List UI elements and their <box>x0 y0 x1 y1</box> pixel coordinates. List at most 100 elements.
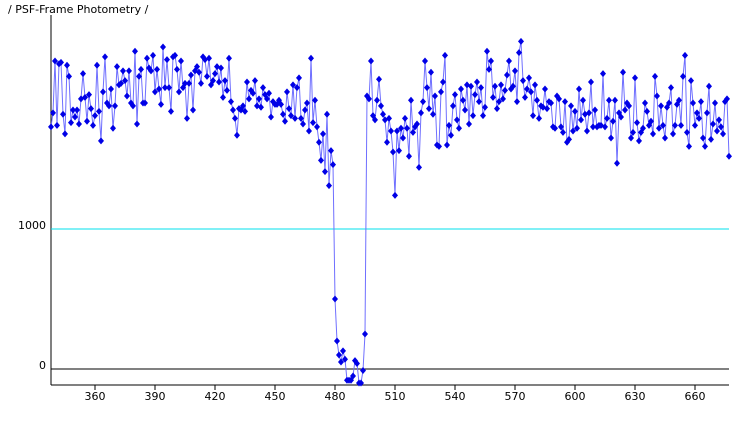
data-point <box>488 57 494 65</box>
data-point <box>416 163 422 171</box>
data-point <box>204 72 210 80</box>
data-point <box>98 137 104 145</box>
data-point <box>154 65 160 73</box>
data-point <box>630 128 636 136</box>
data-point <box>394 127 400 135</box>
data-point <box>628 134 634 142</box>
data-point <box>636 137 642 145</box>
data-point <box>82 93 88 101</box>
data-point <box>70 106 76 114</box>
data-point <box>494 105 500 113</box>
data-point <box>134 120 140 128</box>
data-point <box>428 68 434 76</box>
data-point <box>414 120 420 128</box>
data-point <box>438 88 444 96</box>
data-point <box>458 85 464 93</box>
data-point <box>684 128 690 136</box>
data-point <box>632 74 638 82</box>
data-point <box>492 82 498 90</box>
data-point <box>390 148 396 156</box>
data-point <box>250 89 256 97</box>
data-point <box>518 37 524 45</box>
data-point <box>130 102 136 110</box>
data-point <box>404 124 410 132</box>
data-point <box>156 85 162 93</box>
data-point <box>400 134 406 142</box>
data-point <box>526 74 532 82</box>
data-point <box>706 82 712 90</box>
data-point <box>106 102 112 110</box>
data-point <box>600 70 606 78</box>
data-point <box>66 72 72 80</box>
data-point <box>118 79 124 87</box>
data-point <box>426 105 432 113</box>
data-point <box>516 49 522 57</box>
data-point <box>406 152 412 160</box>
data-point <box>300 120 306 128</box>
data-point <box>178 57 184 65</box>
data-point <box>234 131 240 139</box>
data-point <box>634 119 640 127</box>
data-point <box>326 182 332 190</box>
x-tick-label: 600 <box>565 390 586 403</box>
x-tick-label: 660 <box>685 390 706 403</box>
y-tick-label: 0 <box>39 359 46 372</box>
data-point <box>196 68 202 76</box>
data-point <box>542 85 548 93</box>
data-point <box>58 58 64 66</box>
data-point <box>452 91 458 99</box>
data-point <box>422 57 428 65</box>
data-point <box>260 84 266 92</box>
data-point <box>68 119 74 127</box>
data-point <box>686 142 692 150</box>
x-tick-label: 480 <box>325 390 346 403</box>
data-point <box>498 81 504 89</box>
data-point <box>504 71 510 79</box>
data-point <box>246 95 252 103</box>
data-point <box>558 123 564 131</box>
data-point <box>598 121 604 129</box>
data-point <box>560 128 566 136</box>
data-point <box>718 123 724 131</box>
data-point <box>588 78 594 86</box>
data-point <box>182 79 188 87</box>
data-point <box>372 116 378 124</box>
data-point <box>410 128 416 136</box>
data-point <box>484 47 490 55</box>
data-point <box>266 89 272 97</box>
data-point <box>604 114 610 122</box>
data-point <box>586 109 592 117</box>
data-point <box>448 131 454 139</box>
data-point <box>162 84 168 92</box>
data-point <box>324 110 330 118</box>
data-point <box>690 99 696 107</box>
data-point <box>60 110 66 118</box>
data-point <box>436 142 442 150</box>
data-point <box>548 99 554 107</box>
data-point <box>86 91 92 99</box>
data-point <box>658 102 664 110</box>
data-point <box>654 92 660 100</box>
data-point <box>520 77 526 85</box>
data-point <box>418 109 424 117</box>
data-point <box>500 95 506 103</box>
data-point <box>572 107 578 115</box>
data-point <box>230 106 236 114</box>
data-point <box>168 107 174 115</box>
data-point <box>336 351 342 359</box>
data-point <box>534 96 540 104</box>
data-point <box>112 102 118 110</box>
data-point <box>350 372 356 380</box>
data-point <box>614 159 620 167</box>
data-point <box>432 92 438 100</box>
data-point <box>92 112 98 120</box>
data-point <box>468 82 474 90</box>
data-point <box>622 106 628 114</box>
data-point <box>720 130 726 138</box>
y-tick-label: 1000 <box>18 219 46 232</box>
data-point <box>402 114 408 122</box>
data-point <box>318 156 324 164</box>
data-point <box>490 93 496 101</box>
data-point <box>48 123 54 131</box>
data-point <box>380 110 386 118</box>
